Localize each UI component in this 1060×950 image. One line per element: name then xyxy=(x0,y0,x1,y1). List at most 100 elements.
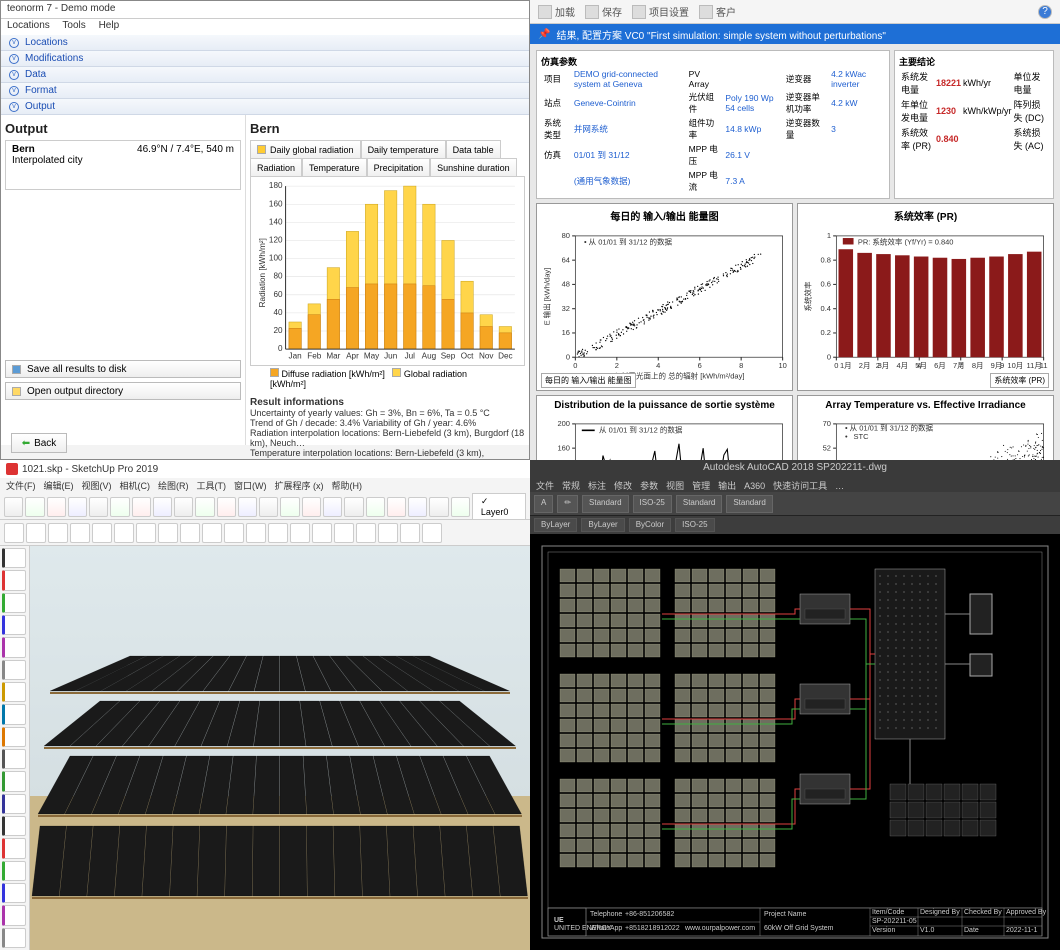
tool-button[interactable] xyxy=(344,497,363,517)
tb-load[interactable]: 加载 xyxy=(538,4,575,19)
ribbon-control[interactable]: ISO-25 xyxy=(633,495,672,513)
menu-item[interactable]: 管理 xyxy=(692,481,710,491)
tab-radiation[interactable]: Radiation xyxy=(250,158,302,176)
menu-item[interactable]: 视图(V) xyxy=(82,481,112,491)
tab-precipitation[interactable]: Precipitation xyxy=(367,158,431,176)
menu-item[interactable]: 编辑(E) xyxy=(44,481,74,491)
tool-button[interactable] xyxy=(334,523,354,543)
tool-button[interactable] xyxy=(451,497,470,517)
tool-button[interactable] xyxy=(366,497,385,517)
tool-button[interactable] xyxy=(48,523,68,543)
menu-item[interactable]: 文件(F) xyxy=(6,481,36,491)
tool-button[interactable] xyxy=(174,497,193,517)
tool-button[interactable] xyxy=(202,523,222,543)
tool-button[interactable] xyxy=(195,497,214,517)
ribbon-control[interactable]: Standard xyxy=(726,495,772,513)
tool-button[interactable] xyxy=(70,523,90,543)
side-tool[interactable] xyxy=(2,660,26,680)
tool-button[interactable] xyxy=(378,523,398,543)
help-icon[interactable]: ? xyxy=(1038,5,1052,19)
menu-item[interactable]: 绘图(R) xyxy=(158,481,189,491)
side-tool[interactable] xyxy=(2,928,26,948)
side-tool[interactable] xyxy=(2,749,26,769)
tool-button[interactable] xyxy=(153,497,172,517)
tool-button[interactable] xyxy=(323,497,342,517)
side-tool[interactable] xyxy=(2,637,26,657)
acc-output[interactable]: vOutput xyxy=(1,99,529,115)
menu-item[interactable]: … xyxy=(835,481,844,491)
menu-item[interactable]: 文件 xyxy=(536,481,554,491)
menu-bar[interactable]: 文件(F)编辑(E)视图(V)相机(C)绘图(R)工具(T)窗口(W)扩展程序 … xyxy=(0,478,530,494)
side-tool[interactable] xyxy=(2,816,26,836)
tool-button[interactable] xyxy=(422,523,442,543)
tool-button[interactable] xyxy=(268,523,288,543)
side-tool[interactable] xyxy=(2,548,26,568)
side-tool[interactable] xyxy=(2,905,26,925)
ribbon2-control[interactable]: ByLayer xyxy=(534,518,577,532)
chart1-dropdown[interactable]: 系统效率 (PR) xyxy=(990,373,1049,388)
tool-button[interactable] xyxy=(238,497,257,517)
ribbon-control[interactable]: A xyxy=(534,495,553,513)
tool-button[interactable] xyxy=(132,497,151,517)
tool-button[interactable] xyxy=(4,523,24,543)
ribbon-control[interactable]: Standard xyxy=(676,495,722,513)
tool-button[interactable] xyxy=(68,497,87,517)
side-tool[interactable] xyxy=(2,838,26,858)
open-output-button[interactable]: Open output directory xyxy=(5,382,241,400)
menu-item[interactable]: 视图 xyxy=(666,481,684,491)
tool-button[interactable] xyxy=(25,497,44,517)
tool-button[interactable] xyxy=(217,497,236,517)
side-tool[interactable] xyxy=(2,615,26,635)
menu-bar[interactable]: Locations Tools Help xyxy=(1,19,529,35)
tool-button[interactable] xyxy=(246,523,266,543)
side-tool[interactable] xyxy=(2,883,26,903)
side-tool[interactable] xyxy=(2,704,26,724)
side-tool[interactable] xyxy=(2,727,26,747)
tb-settings[interactable]: 项目设置 xyxy=(632,4,689,19)
tool-button[interactable] xyxy=(387,497,406,517)
ribbon2-control[interactable]: ByColor xyxy=(629,518,671,532)
tool-button[interactable] xyxy=(114,523,134,543)
tool-button[interactable] xyxy=(429,497,448,517)
tab-daily-radiation[interactable]: Daily global radiation xyxy=(250,140,361,158)
tool-button[interactable] xyxy=(312,523,332,543)
tab-sunshine[interactable]: Sunshine duration xyxy=(430,158,517,176)
menu-help[interactable]: Help xyxy=(99,20,120,31)
menu-tools[interactable]: Tools xyxy=(62,20,85,31)
ribbon2-control[interactable]: ByLayer xyxy=(581,518,624,532)
tool-button[interactable] xyxy=(290,523,310,543)
tool-button[interactable] xyxy=(89,497,108,517)
side-tool[interactable] xyxy=(2,570,26,590)
menu-locations[interactable]: Locations xyxy=(7,20,50,31)
menu-item[interactable]: 工具(T) xyxy=(197,481,227,491)
tool-button[interactable] xyxy=(356,523,376,543)
menu-item[interactable]: 标注 xyxy=(588,481,606,491)
acc-modifications[interactable]: vModifications xyxy=(1,51,529,67)
menu-item[interactable]: 参数 xyxy=(640,481,658,491)
side-tool[interactable] xyxy=(2,682,26,702)
ribbon-control[interactable]: ✏ xyxy=(557,495,578,513)
tab-data-table[interactable]: Data table xyxy=(446,140,501,158)
3d-viewport[interactable] xyxy=(30,546,530,950)
side-tool[interactable] xyxy=(2,861,26,881)
tool-button[interactable] xyxy=(180,523,200,543)
tool-button[interactable] xyxy=(400,523,420,543)
menu-item[interactable]: 输出 xyxy=(718,481,736,491)
ribbon2-control[interactable]: ISO-25 xyxy=(675,518,714,532)
back-button[interactable]: ⬅Back xyxy=(11,433,67,453)
tool-button[interactable] xyxy=(408,497,427,517)
menu-bar[interactable]: 文件常规标注修改参数视图管理输出A360快速访问工具… xyxy=(530,478,1060,492)
save-results-button[interactable]: Save all results to disk xyxy=(5,360,241,378)
side-tool[interactable] xyxy=(2,593,26,613)
acc-data[interactable]: vData xyxy=(1,67,529,83)
tool-button[interactable] xyxy=(259,497,278,517)
tool-button[interactable] xyxy=(110,497,129,517)
ribbon-control[interactable]: Standard xyxy=(582,495,628,513)
menu-item[interactable]: 快速访问工具 xyxy=(773,481,827,491)
menu-item[interactable]: 相机(C) xyxy=(120,481,151,491)
layer-dropdown[interactable]: ✓ Layer0 xyxy=(472,493,526,520)
tb-client[interactable]: 客户 xyxy=(699,4,736,19)
tool-button[interactable] xyxy=(26,523,46,543)
tab-temperature[interactable]: Temperature xyxy=(302,158,367,176)
acc-locations[interactable]: vLocations xyxy=(1,35,529,51)
